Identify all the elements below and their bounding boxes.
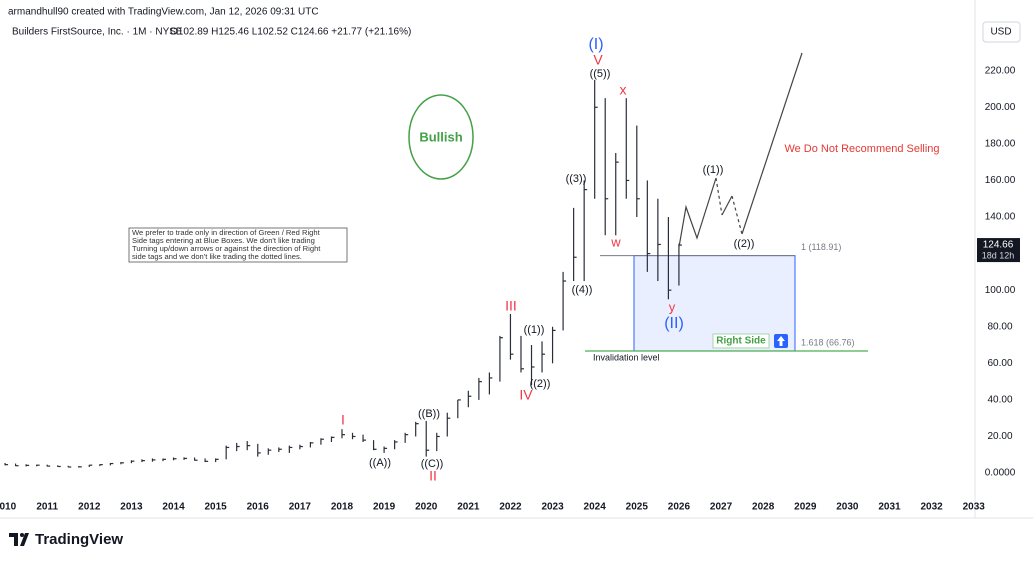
currency: USD [990, 27, 1011, 38]
countdown: 18d 12h [982, 250, 1015, 260]
x-tick-label: 2029 [794, 502, 817, 513]
x-tick-label: 2032 [920, 502, 943, 513]
wave-label: ((B)) [418, 408, 440, 420]
x-tick-label: 2018 [331, 502, 354, 513]
x-tick-label: 2013 [120, 502, 143, 513]
x-tick-label: 2014 [162, 502, 185, 513]
note-box [128, 227, 348, 263]
wave-label: x [620, 82, 627, 98]
wave-label: III [505, 298, 517, 314]
warning: We Do Not Recommend Selling [784, 143, 939, 155]
bullish-ellipse [408, 94, 474, 180]
y-tick-label: 80.00 [987, 321, 1012, 332]
right-side-label: Right Side [716, 336, 766, 347]
note-line: Side tags entering at Blue Boxes. We don… [132, 236, 315, 245]
wave-label: ((1)) [524, 324, 545, 336]
bullish-label: Bullish [419, 129, 462, 144]
projection [741, 52, 803, 235]
right-side-box [712, 333, 770, 349]
y-tick-label: 100.00 [985, 285, 1016, 296]
y-tick-label: 60.00 [987, 358, 1012, 369]
x-tick-label: 2023 [541, 502, 564, 513]
wave-label: II [429, 468, 437, 484]
brand: TradingView [35, 531, 123, 548]
wave-label: ((2)) [734, 238, 755, 250]
currency-box [982, 21, 1021, 43]
plot-area: 1 (118.91) 1.618 (66.76) Invalidation leve… [4, 36, 868, 484]
fib-label: 1 (118.91) [801, 242, 841, 252]
wave-label: w [610, 234, 621, 249]
projection-dotted [731, 195, 743, 235]
price-axis: 0.000020.0040.0060.0080.00100.00120.0014… [974, 0, 1033, 518]
fib-label: 1.618 (66.76) [801, 337, 855, 347]
x-tick-label: 2025 [626, 502, 649, 513]
x-tick-label: 2012 [78, 502, 101, 513]
x-tick-label: 2026 [668, 502, 691, 513]
wave-label: ((C)) [421, 458, 444, 470]
wave-label: IV [519, 387, 533, 403]
wave-label: y [669, 299, 676, 314]
x-tick-label: 2022 [499, 502, 522, 513]
projection [721, 195, 733, 216]
wave-label: ((1)) [703, 164, 724, 176]
projection [678, 177, 717, 248]
x-tick-label: 2016 [247, 502, 270, 513]
x-tick-label: 2028 [752, 502, 775, 513]
symbol: Builders FirstSource, Inc. · 1M · NYSE [12, 27, 183, 38]
note-line: side tags and we don't like trading the … [132, 252, 302, 261]
x-tick-label: 2033 [963, 502, 986, 513]
ohlc-legend: O102.89 H125.46 L102.52 C124.66 +21.77 (… [170, 27, 411, 38]
y-tick-label: 180.00 [985, 139, 1016, 150]
wave-label: ((2)) [530, 378, 551, 390]
x-tick-label: 2027 [710, 502, 733, 513]
x-tick-label: 2019 [373, 502, 396, 513]
y-tick-label: 200.00 [985, 102, 1016, 113]
projection-dotted [715, 177, 723, 216]
price-tag [977, 238, 1020, 263]
x-tick-label: 2024 [584, 502, 607, 513]
wave-label: V [593, 52, 603, 68]
x-tick-label: 2021 [457, 502, 480, 513]
wave-label: ((3)) [566, 173, 587, 185]
wave-label: I [341, 412, 345, 428]
x-tick-label: 2020 [415, 502, 438, 513]
x-tick-label: 2015 [205, 502, 228, 513]
x-tick-label: 2030 [836, 502, 859, 513]
y-tick-label: 220.00 [985, 65, 1016, 76]
y-tick-label: 140.00 [985, 212, 1016, 223]
y-tick-label: 40.00 [987, 395, 1012, 406]
price-tag-label: 124.66 [983, 240, 1014, 251]
wave-label: (I) [588, 36, 603, 53]
y-tick-label: 160.00 [985, 175, 1016, 186]
wave-label: ((5)) [590, 68, 611, 80]
note-line: Turning up/down arrows or against the di… [132, 244, 321, 253]
attribution: armandhull90 created with TradingView.co… [8, 7, 319, 18]
y-tick-label: 0.0000 [985, 468, 1016, 479]
logo [9, 533, 29, 546]
x-tick-label: 2010 [0, 502, 17, 513]
arrow-icon [777, 335, 785, 346]
x-tick-label: 2011 [36, 502, 58, 513]
x-tick-label: 2017 [289, 502, 312, 513]
note-line: We prefer to trade only in direction of … [132, 228, 321, 237]
wave-label: ((4)) [572, 284, 593, 296]
wave-label: (II) [664, 315, 684, 332]
invalidation-label: Invalidation level [593, 352, 660, 362]
x-tick-label: 2031 [878, 502, 901, 513]
y-tick-label: 20.00 [987, 431, 1012, 442]
wave-label: ((A)) [369, 457, 391, 469]
